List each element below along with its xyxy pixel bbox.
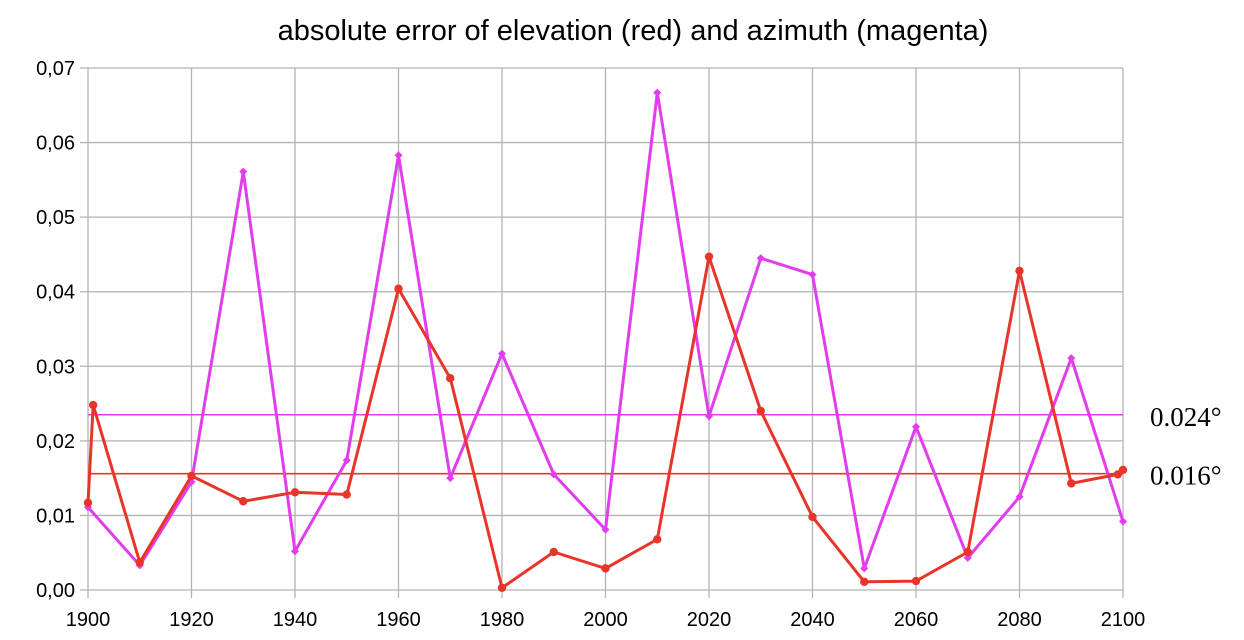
x-tick-label: 2100 bbox=[1101, 609, 1146, 631]
data-point bbox=[239, 497, 248, 506]
data-point bbox=[290, 488, 300, 497]
data-point bbox=[498, 349, 506, 358]
y-tick-label: 0,00 bbox=[36, 580, 75, 602]
data-point bbox=[704, 252, 714, 261]
data-point bbox=[808, 512, 817, 522]
data-point bbox=[601, 525, 610, 534]
y-tick-label: 0,01 bbox=[36, 505, 75, 527]
data-point bbox=[1067, 479, 1076, 488]
data-point bbox=[963, 553, 972, 562]
x-tick-label: 1960 bbox=[376, 609, 421, 631]
y-tick-label: 0,03 bbox=[36, 356, 75, 378]
y-tick-label: 0,07 bbox=[36, 58, 75, 80]
x-tick-label: 1980 bbox=[480, 609, 525, 631]
data-point bbox=[446, 474, 455, 483]
data-point bbox=[1015, 492, 1024, 501]
plot-area: 0,00 0,01 0,02 0,03 0,04 0,05 0,06 0,07 1900 1920… bbox=[36, 58, 1222, 631]
x-tick-label: 2020 bbox=[687, 609, 732, 631]
data-point bbox=[911, 576, 921, 586]
data-point bbox=[83, 498, 93, 507]
data-point bbox=[705, 412, 713, 421]
data-point bbox=[808, 270, 817, 279]
data-point bbox=[549, 547, 558, 557]
x-tick-label: 1900 bbox=[66, 609, 111, 631]
data-point bbox=[756, 406, 765, 416]
reference-line-label: 0.016° bbox=[1150, 461, 1222, 491]
chart-title: absolute error of elevation (red) and az… bbox=[278, 15, 989, 47]
data-point bbox=[912, 422, 920, 431]
data-point bbox=[239, 167, 248, 176]
data-point bbox=[549, 470, 558, 479]
data-point bbox=[497, 583, 507, 592]
data-point bbox=[291, 547, 299, 556]
data-point bbox=[1118, 465, 1128, 475]
data-point bbox=[653, 88, 662, 97]
data-point bbox=[860, 564, 869, 573]
data-point bbox=[1119, 517, 1127, 526]
y-tick-label: 0,05 bbox=[36, 207, 75, 229]
y-tick-label: 0,02 bbox=[36, 431, 75, 453]
reference-line-label: 0.024° bbox=[1150, 402, 1222, 432]
x-tick-label: 2080 bbox=[997, 609, 1042, 631]
data-point bbox=[187, 471, 196, 481]
data-point bbox=[446, 374, 455, 383]
data-point bbox=[342, 456, 351, 465]
y-tick-label: 0,04 bbox=[36, 282, 75, 304]
data-point bbox=[1067, 354, 1076, 363]
data-point bbox=[1015, 266, 1024, 276]
x-tick-label: 1920 bbox=[169, 609, 214, 631]
data-point bbox=[601, 564, 610, 573]
data-point bbox=[860, 577, 869, 586]
x-tick-label: 2060 bbox=[894, 609, 939, 631]
data-point bbox=[135, 558, 144, 567]
x-tick-label: 1940 bbox=[273, 609, 318, 631]
data-point bbox=[653, 535, 662, 544]
x-tick-label: 2000 bbox=[583, 609, 628, 631]
x-tick-label: 2040 bbox=[790, 609, 835, 631]
y-tick-label: 0,06 bbox=[36, 133, 75, 155]
data-point bbox=[963, 547, 972, 557]
data-point bbox=[394, 151, 403, 160]
data-point bbox=[394, 284, 403, 293]
data-point bbox=[342, 490, 351, 499]
data-point bbox=[756, 254, 765, 263]
data-point bbox=[88, 400, 98, 410]
